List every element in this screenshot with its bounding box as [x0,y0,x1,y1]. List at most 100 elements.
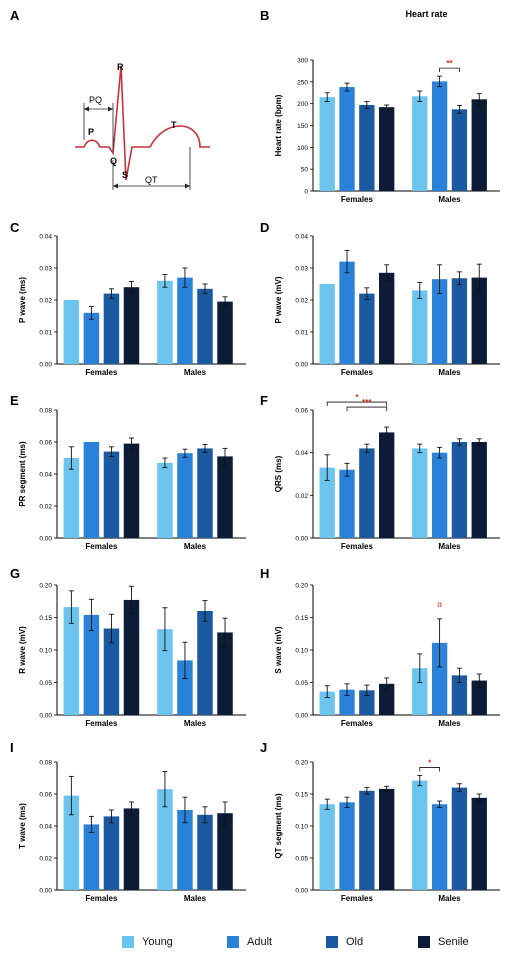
bar-females-adult [339,689,355,715]
qt-arrow-right [185,183,190,189]
bar-males-senile [471,797,487,890]
chart-panel-d: D 0.00 0.01 0.02 0.03 0.04 P wave (mV) Females M… [260,220,500,377]
legend-swatch-young [122,936,134,948]
y-tick-label: 0.10 [39,648,52,655]
chart-panel-c: C 0.00 0.01 0.02 0.03 0.04 P wave (ms) Females M… [10,220,246,377]
bar-females-adult [339,261,355,364]
y-tick-label: 0.05 [295,680,308,687]
ecg-trace [75,65,210,181]
bar-males-senile [471,99,487,191]
bar-females-young [63,300,80,364]
bar-females-old [359,293,375,364]
y-tick-label: 300 [297,58,308,65]
y-tick-label: 0.02 [295,493,308,500]
bar-males-adult [431,279,448,364]
chart-panel-f: F 0.00 0.02 0.04 0.06 QRS (ms) Females Males ***… [260,393,500,551]
bar-females-old [103,628,120,715]
y-tick-label: 50 [301,167,309,174]
bar-males-senile [217,813,233,890]
legend-item-young: Young [122,934,173,950]
bar-males-old [451,675,468,715]
y-tick-label: 0.04 [39,824,52,831]
bar-females-senile [379,683,395,715]
bar-males-old [197,814,213,890]
bar-females-old [359,790,375,890]
y-tick-label: 0.04 [39,472,52,479]
category-label-females: Females [341,542,374,551]
panel-letter-i: I [10,740,14,755]
y-axis-label: QRS (ms) [274,455,283,492]
legend-label-adult: Adult [247,936,273,948]
legend-label-senile: Senile [438,936,469,948]
category-label-males: Males [438,368,461,377]
legend-item-senile: Senile [418,934,469,950]
bar-males-senile [217,301,233,364]
significance-bracket [439,67,460,73]
y-tick-label: 0.04 [39,234,52,241]
y-tick-label: 0 [304,189,308,196]
y-tick-label: 0.10 [295,824,308,831]
y-tick-label: 0.01 [39,330,52,337]
y-tick-label: 0.00 [39,536,52,543]
y-tick-label: 0.06 [295,408,308,415]
bar-females-adult [339,87,355,191]
significance-marker: ** [446,59,453,68]
ecg-diagram: A PQ QT P Q R S T [10,8,210,190]
chart-panel-e: E 0.00 0.02 0.04 0.06 0.08 PR segment (ms) Fema… [10,393,246,551]
bar-females-young [319,467,335,538]
y-tick-label: 0.00 [295,536,308,543]
bar-males-young [157,629,173,715]
y-tick-label: 0.00 [39,888,52,895]
bar-females-old [359,104,375,191]
qt-arrow-left [113,183,118,189]
bar-females-young [319,284,335,364]
category-label-males: Males [438,195,461,204]
y-tick-label: 0.00 [39,362,52,369]
y-tick-label: 0.05 [295,856,308,863]
y-tick-label: 0.00 [39,713,52,720]
bar-females-adult [83,312,100,364]
category-label-females: Females [341,195,374,204]
y-tick-label: 0.15 [295,615,308,622]
y-axis-label: QT segment (ms) [274,793,283,859]
bar-females-adult [339,469,355,538]
y-tick-label: 0.20 [295,583,308,590]
bar-females-young [63,458,80,538]
y-tick-label: 0.06 [39,440,52,447]
bar-males-adult [177,810,193,890]
y-axis-label: Heart rate (bpm) [274,94,283,156]
bar-males-old [451,109,468,191]
bar-males-adult [177,277,193,364]
category-label-males: Males [438,542,461,551]
bar-males-adult [431,81,448,191]
category-label-males: Males [184,719,207,728]
significance-marker: α [437,600,442,609]
pq-arrow-left [84,106,89,112]
legend-item-adult: Adult [227,934,272,950]
y-tick-label: 0.10 [295,648,308,655]
bar-males-old [197,611,213,715]
category-label-males: Males [438,894,461,903]
bar-males-senile [471,680,487,715]
bar-males-adult [177,660,193,715]
wave-label-s: S [122,170,128,180]
bar-males-young [157,789,173,890]
bar-males-young [412,96,428,191]
chart-panel-g: G 0.00 0.05 0.10 0.15 0.20 R wave (mV) Females M… [10,566,246,728]
bar-males-young [412,668,428,715]
y-axis-label: S wave (mV) [274,626,283,673]
y-tick-label: 0.15 [295,792,308,799]
bar-females-old [359,690,375,715]
significance-bracket [419,767,440,772]
y-tick-label: 0.01 [295,330,308,337]
panel-letter-j: J [260,740,267,755]
pq-label: PQ [89,95,102,105]
bar-females-young [319,97,335,191]
bar-females-old [103,451,120,538]
category-label-females: Females [341,719,374,728]
category-label-females: Females [85,542,118,551]
panel-letter-h: H [260,566,269,581]
bar-males-young [412,780,428,890]
panel-letter-c: C [10,220,20,235]
panel-letter-f: F [260,393,268,408]
